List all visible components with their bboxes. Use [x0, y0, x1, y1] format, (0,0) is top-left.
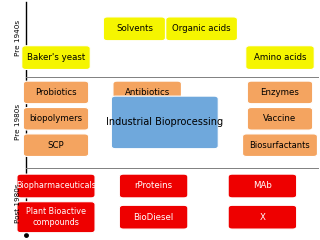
- Text: biopolymers: biopolymers: [29, 114, 83, 123]
- Text: MAb: MAb: [253, 181, 272, 191]
- FancyBboxPatch shape: [113, 81, 181, 104]
- FancyBboxPatch shape: [17, 174, 95, 198]
- Text: Biopharmaceuticals: Biopharmaceuticals: [16, 181, 96, 191]
- Text: Plant Bioactive
compounds: Plant Bioactive compounds: [26, 208, 86, 227]
- Text: Enzymes: Enzymes: [260, 88, 300, 97]
- Text: rProteins: rProteins: [134, 181, 173, 191]
- FancyBboxPatch shape: [119, 174, 188, 198]
- FancyBboxPatch shape: [111, 96, 218, 149]
- FancyBboxPatch shape: [23, 81, 89, 104]
- Text: Industrial Bioprocessing: Industrial Bioprocessing: [106, 117, 223, 127]
- FancyBboxPatch shape: [119, 205, 188, 229]
- FancyBboxPatch shape: [23, 108, 89, 130]
- FancyBboxPatch shape: [103, 17, 165, 41]
- FancyBboxPatch shape: [243, 134, 317, 156]
- Text: Antibiotics: Antibiotics: [124, 88, 170, 97]
- Text: Solvents: Solvents: [116, 24, 153, 33]
- Text: Pre 1940s: Pre 1940s: [15, 20, 20, 56]
- Text: SCP: SCP: [48, 141, 64, 150]
- FancyBboxPatch shape: [22, 46, 90, 70]
- FancyBboxPatch shape: [17, 202, 95, 233]
- FancyBboxPatch shape: [166, 17, 237, 41]
- Text: Baker's yeast: Baker's yeast: [27, 53, 85, 62]
- Text: Probiotics: Probiotics: [35, 88, 77, 97]
- FancyBboxPatch shape: [247, 108, 313, 130]
- Text: Pre 1980s: Pre 1980s: [15, 104, 20, 140]
- Text: Organic acids: Organic acids: [172, 24, 231, 33]
- FancyBboxPatch shape: [23, 134, 89, 156]
- FancyBboxPatch shape: [228, 174, 297, 198]
- Text: Vaccine: Vaccine: [263, 114, 297, 123]
- FancyBboxPatch shape: [247, 81, 313, 104]
- Text: Biosurfactants: Biosurfactants: [250, 141, 310, 150]
- Text: Amino acids: Amino acids: [254, 53, 306, 62]
- FancyBboxPatch shape: [246, 46, 314, 70]
- FancyBboxPatch shape: [228, 205, 297, 229]
- Text: BioDiesel: BioDiesel: [133, 213, 174, 222]
- Text: X: X: [260, 213, 265, 222]
- Text: Post 1980s: Post 1980s: [15, 183, 20, 223]
